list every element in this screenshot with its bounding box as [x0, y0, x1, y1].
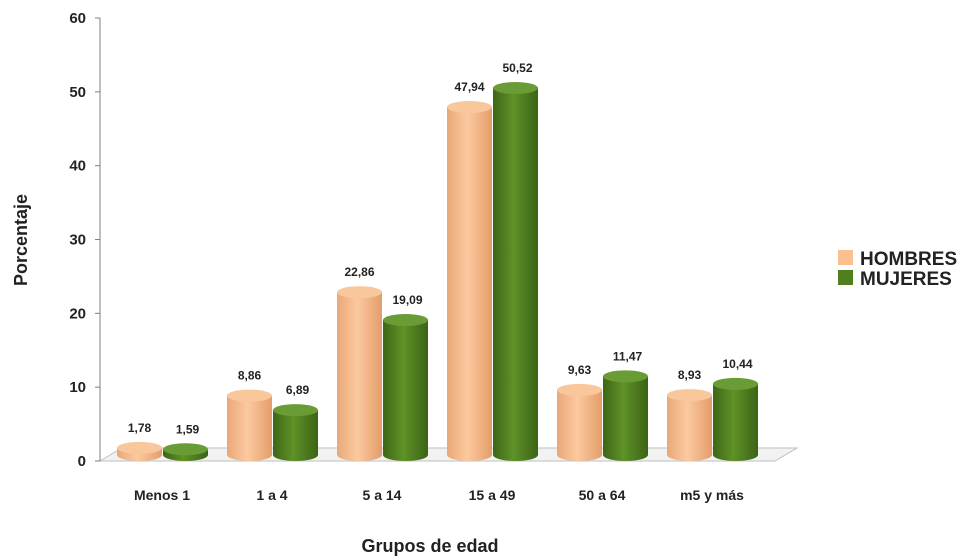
bar-mujeres-4	[603, 370, 648, 461]
x-axis-title: Grupos de edad	[361, 536, 498, 556]
bar-hombres-2-top	[337, 286, 382, 299]
bar-mujeres-0-top	[163, 443, 208, 456]
bar-hombres-0-top	[117, 441, 162, 454]
data-label-hombres-1: 8,86	[238, 369, 262, 383]
legend-item-mujeres: MUJERES	[838, 269, 952, 290]
bar-mujeres-2	[383, 314, 428, 461]
bar-mujeres-2-top	[383, 314, 428, 327]
data-label-hombres-5: 8,93	[678, 368, 702, 382]
bar-mujeres-3-body	[493, 87, 538, 461]
y-tick-label: 30	[69, 232, 86, 249]
bar-mujeres-5-top	[713, 377, 758, 390]
bar-mujeres-5	[713, 377, 758, 461]
bar-mujeres-1-top	[273, 404, 318, 417]
bar-mujeres-1-body	[273, 410, 318, 461]
bar-hombres-4-body	[557, 389, 602, 461]
data-label-mujeres-0: 1,59	[176, 422, 200, 436]
legend-swatch	[838, 270, 853, 285]
bar-hombres-1	[227, 389, 272, 461]
y-tick-label: 10	[69, 379, 86, 396]
x-tick-label: m5 y más	[680, 487, 744, 503]
bar-mujeres-4-body	[603, 376, 648, 461]
y-tick-label: 60	[69, 10, 86, 27]
y-tick-label: 20	[69, 305, 86, 322]
bar-mujeres-3-top	[493, 81, 538, 94]
y-tick-label: 40	[69, 158, 86, 175]
legend-item-hombres: HOMBRES	[838, 249, 957, 270]
bar-hombres-0	[117, 441, 162, 461]
x-tick-label: 50 a 64	[579, 487, 626, 503]
bar-hombres-5-top	[667, 389, 712, 402]
data-label-hombres-3: 47,94	[454, 80, 484, 94]
bar-hombres-1-top	[227, 389, 272, 402]
data-label-mujeres-1: 6,89	[286, 383, 310, 397]
data-label-hombres-2: 22,86	[344, 265, 374, 279]
bar-mujeres-0	[163, 443, 208, 461]
bar-hombres-3-top	[447, 101, 492, 114]
bar-hombres-4-top	[557, 383, 602, 396]
bar-mujeres-2-body	[383, 320, 428, 461]
data-label-mujeres-4: 11,47	[613, 349, 643, 363]
data-label-hombres-0: 1,78	[128, 421, 152, 435]
bar-hombres-1-body	[227, 395, 272, 461]
data-label-hombres-4: 9,63	[568, 363, 592, 377]
legend-label: MUJERES	[860, 269, 952, 290]
data-label-mujeres-5: 10,44	[722, 357, 752, 371]
bar-hombres-5	[667, 389, 712, 461]
x-tick-label: Menos 1	[134, 487, 190, 503]
x-tick-label: 15 a 49	[469, 487, 516, 503]
data-label-mujeres-2: 19,09	[392, 293, 422, 307]
y-axis-title: Porcentaje	[11, 194, 31, 286]
x-tick-label: 5 a 14	[363, 487, 402, 503]
bar-mujeres-4-top	[603, 370, 648, 383]
bar-hombres-2-body	[337, 292, 382, 461]
bar-hombres-5-body	[667, 395, 712, 461]
bars	[117, 81, 758, 461]
bar-mujeres-3	[493, 81, 538, 461]
y-tick-label: 0	[78, 453, 86, 470]
bar-mujeres-5-body	[713, 383, 758, 461]
bar-hombres-3	[447, 101, 492, 461]
x-tick-label: 1 a 4	[256, 487, 287, 503]
legend-label: HOMBRES	[860, 249, 957, 270]
bar-hombres-4	[557, 383, 602, 461]
data-label-mujeres-3: 50,52	[502, 61, 532, 75]
labels: 1,78 1,59 Menos 1 8,86 6,89 1 a 4 22,86 19,09 5 …	[128, 61, 753, 503]
bar-hombres-3-body	[447, 107, 492, 461]
bar-mujeres-1	[273, 404, 318, 461]
bar-hombres-2	[337, 286, 382, 461]
legend-swatch	[838, 250, 853, 265]
y-tick-label: 50	[69, 84, 86, 101]
